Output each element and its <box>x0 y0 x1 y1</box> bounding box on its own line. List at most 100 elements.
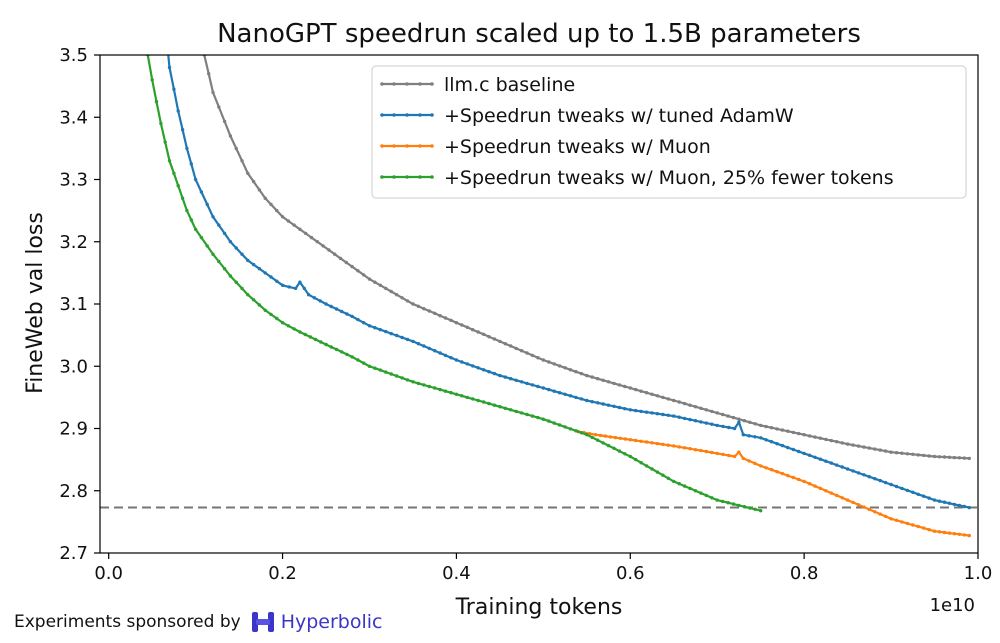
data-point <box>454 358 459 362</box>
data-point <box>666 443 670 447</box>
data-point <box>693 419 698 423</box>
data-point <box>628 438 632 442</box>
legend-marker <box>430 175 434 179</box>
data-point <box>634 438 638 443</box>
data-point <box>927 528 931 532</box>
data-point <box>650 392 654 396</box>
data-point <box>661 442 665 447</box>
data-point <box>344 260 348 265</box>
data-point <box>509 344 513 348</box>
data-point <box>791 430 795 435</box>
data-point <box>682 416 687 421</box>
sponsor-footer: Experiments sponsored by Hyperbolic <box>14 610 382 634</box>
data-point <box>967 505 971 510</box>
x-tick-label: 1.0 <box>964 563 993 584</box>
data-point <box>416 381 421 386</box>
data-point <box>922 494 926 498</box>
data-point <box>481 400 486 404</box>
data-point <box>775 427 779 431</box>
data-point <box>154 100 159 104</box>
data-point <box>180 128 185 132</box>
data-point <box>198 16 201 19</box>
data-point <box>878 478 882 483</box>
data-point <box>829 491 833 495</box>
data-point <box>952 532 957 536</box>
data-point <box>894 451 899 455</box>
data-point <box>411 302 415 306</box>
data-point <box>634 387 638 392</box>
data-point <box>251 298 256 302</box>
data-point <box>427 309 431 313</box>
data-point <box>878 512 882 516</box>
data-point <box>345 352 349 357</box>
data-point <box>634 457 638 462</box>
data-point <box>726 414 730 418</box>
data-point <box>856 444 861 448</box>
data-point <box>942 455 947 459</box>
x-axis-label: Training tokens <box>455 595 623 620</box>
data-point <box>362 273 366 277</box>
data-point <box>199 190 204 194</box>
data-point <box>612 404 616 408</box>
sponsor-text: Experiments sponsored by <box>14 612 241 632</box>
data-point <box>655 394 660 398</box>
data-point <box>443 353 448 358</box>
data-point <box>574 429 578 433</box>
data-point <box>666 397 670 401</box>
data-point <box>672 444 676 448</box>
data-point <box>449 318 453 322</box>
legend-label: +Speedrun tweaks w/ tuned AdamW <box>444 105 794 127</box>
data-point <box>481 368 486 372</box>
data-point <box>292 223 296 227</box>
data-point <box>747 459 751 463</box>
data-point <box>720 499 725 504</box>
data-point <box>704 421 708 425</box>
data-point <box>356 269 360 273</box>
data-point <box>644 410 649 414</box>
data-point <box>350 314 354 319</box>
data-point <box>677 445 681 449</box>
data-point <box>302 286 306 291</box>
legend-label: +Speedrun tweaks w/ Muon, 25% fewer toke… <box>444 167 894 189</box>
data-point <box>492 337 497 341</box>
data-point <box>883 449 888 453</box>
data-point <box>193 177 198 182</box>
data-point <box>748 506 752 510</box>
data-point <box>189 162 193 166</box>
data-point <box>715 411 719 415</box>
data-point <box>797 449 801 454</box>
data-point <box>693 448 698 452</box>
data-point <box>536 356 540 360</box>
data-point <box>263 271 267 275</box>
data-point <box>807 453 812 457</box>
data-point <box>623 407 627 411</box>
legend-marker <box>392 144 396 148</box>
data-point <box>677 415 681 419</box>
legend-marker <box>405 113 409 117</box>
data-point <box>519 380 524 384</box>
data-point <box>753 422 757 426</box>
data-point <box>840 441 844 445</box>
data-point <box>405 299 410 303</box>
data-point <box>720 412 725 417</box>
data-point <box>932 529 937 533</box>
data-point <box>176 184 180 188</box>
hyperbolic-logo: Hyperbolic <box>249 610 382 634</box>
data-point <box>623 384 627 389</box>
data-point <box>395 333 399 338</box>
plot-frame <box>99 54 979 554</box>
data-point <box>873 477 877 481</box>
data-point <box>661 412 665 417</box>
data-point <box>699 406 703 410</box>
data-point <box>791 475 795 480</box>
data-point <box>753 435 757 439</box>
y-tick-label: 3.0 <box>59 356 88 377</box>
data-point <box>916 492 920 496</box>
data-point <box>514 378 518 382</box>
data-point <box>598 433 603 438</box>
data-point <box>585 373 589 378</box>
data-point <box>552 362 556 366</box>
data-point <box>150 78 154 82</box>
data-point <box>574 370 578 374</box>
